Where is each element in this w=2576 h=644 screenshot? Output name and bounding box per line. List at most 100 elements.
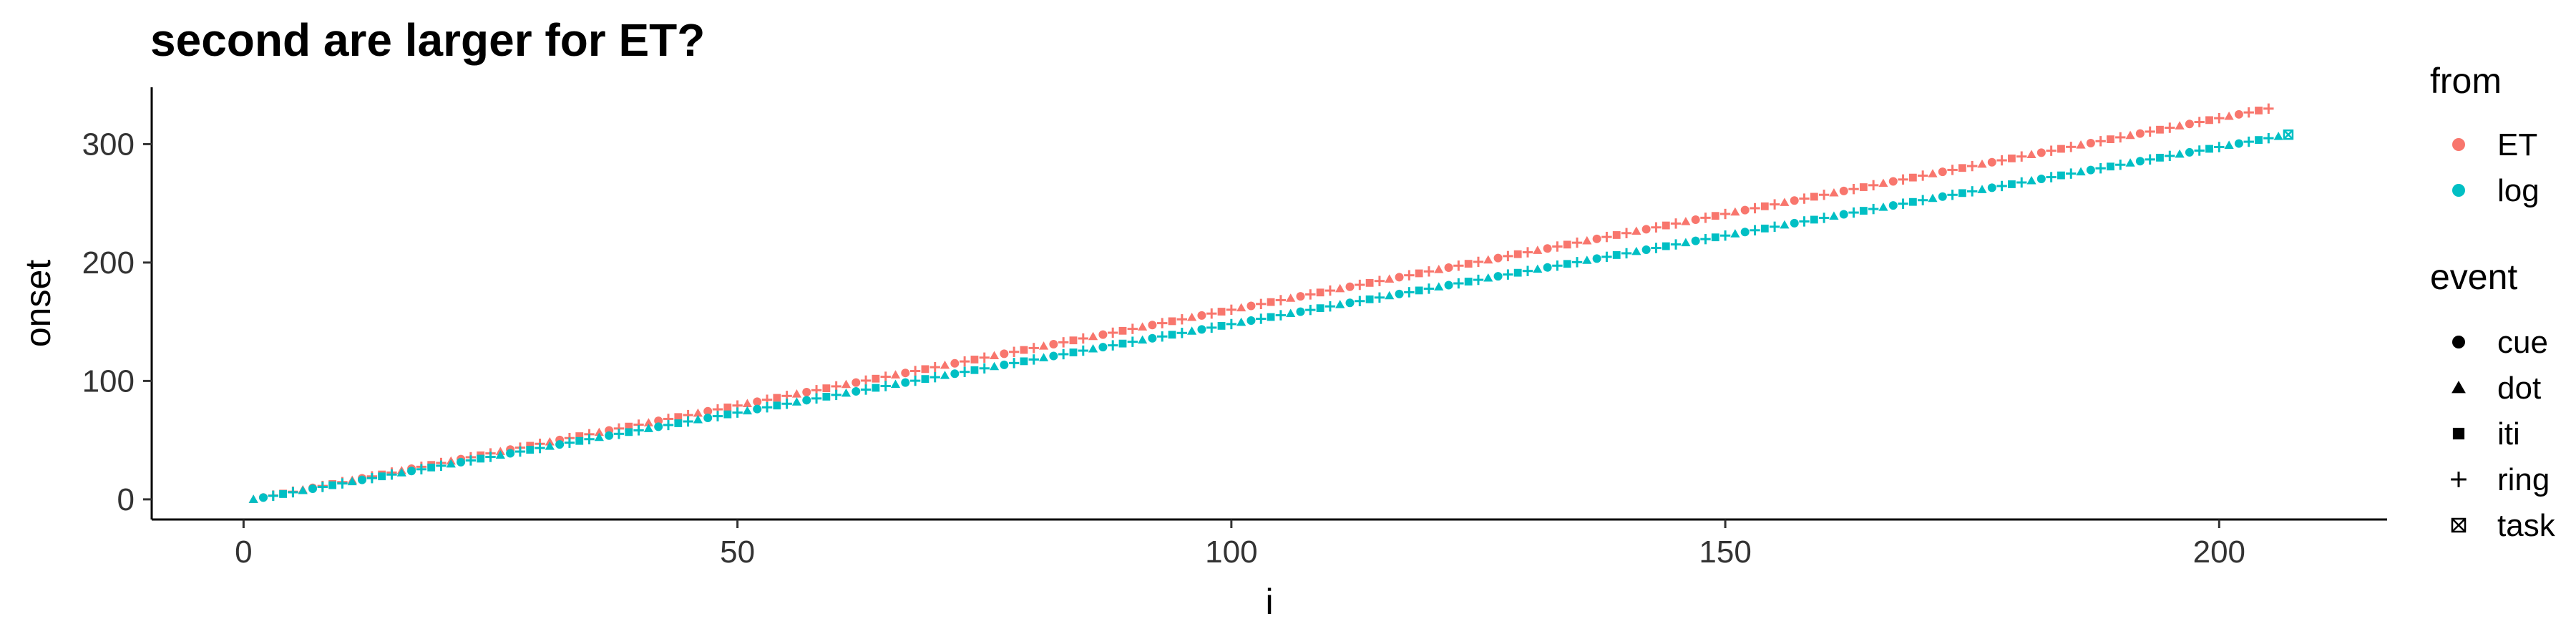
data-point-log (268, 490, 278, 502)
data-point-log (416, 464, 427, 475)
data-point-et (1908, 173, 1917, 182)
data-point-log (1098, 343, 1108, 352)
data-point-log (822, 392, 831, 401)
data-point-et (852, 378, 861, 387)
data-point-et (1967, 160, 1978, 172)
data-point-et (1444, 263, 1453, 272)
data-point-et (1681, 217, 1691, 225)
data-point-log (358, 475, 367, 484)
data-point-et (1246, 301, 1256, 311)
data-point-et (1286, 293, 1296, 302)
data-point-log (1681, 238, 1691, 247)
data-point-et (1345, 282, 1355, 291)
data-point-log (2255, 136, 2263, 145)
data-point-et (1000, 349, 1009, 358)
data-point-log (950, 369, 960, 379)
data-point-log (1206, 322, 1217, 333)
data-point-et (643, 418, 653, 426)
data-point-et (2165, 122, 2175, 133)
legend-color-label: log (2497, 173, 2540, 208)
data-point-log (436, 460, 447, 472)
data-point-et (2076, 140, 2086, 149)
data-point-log (1631, 246, 1641, 255)
data-point-et (2214, 112, 2225, 124)
legend: from ET log event cue dot iti ring task (2430, 61, 2556, 543)
data-point-log (446, 459, 456, 468)
data-point-log (584, 434, 595, 444)
data-point-log (979, 363, 990, 374)
data-point-log (1967, 186, 1978, 197)
data-point-et (1711, 212, 1719, 220)
data-point-log (860, 384, 872, 395)
x-axis-title: i (1265, 582, 1273, 622)
data-point-log (1275, 310, 1287, 321)
data-point-log (811, 393, 822, 404)
data-point-log (643, 424, 653, 432)
data-point-et (1612, 231, 1621, 239)
data-point-log (1790, 218, 1799, 228)
data-point-et (2036, 148, 2046, 157)
data-point-log (545, 441, 555, 450)
chart-title: second are larger for ET? (150, 14, 705, 66)
data-point-log (1818, 213, 1830, 223)
data-point-et (2205, 116, 2213, 125)
y-axis-title: onset (18, 260, 58, 347)
data-point-log (2234, 139, 2243, 148)
data-point-log (1928, 193, 1938, 203)
legend-shape-title: event (2430, 257, 2517, 297)
data-point-et (1780, 197, 1790, 206)
data-point-log (1049, 351, 1058, 361)
data-point-log (1415, 286, 1423, 295)
data-point-et (1305, 289, 1316, 300)
data-point-log (802, 396, 811, 405)
data-point-log (1769, 221, 1780, 233)
data-point-log (872, 384, 880, 392)
data-point-et (2095, 136, 2106, 147)
data-point-log (663, 419, 674, 431)
data-point-log (1977, 185, 1987, 193)
data-point-log (2008, 180, 2016, 188)
data-point-log (605, 431, 614, 440)
data-point-log (901, 378, 910, 387)
data-point-et (1176, 314, 1188, 325)
data-point-log (485, 452, 496, 462)
data-point-log (989, 361, 1000, 371)
data-point-log (723, 410, 732, 419)
legend-color-swatch (2452, 138, 2465, 151)
plot-area: 0 50 100 150 200 0 100 200 300 (82, 87, 2387, 570)
data-point-et (860, 375, 872, 386)
data-point-log (1453, 278, 1464, 289)
data-point-log (1592, 254, 1601, 263)
data-point-et (1878, 178, 1888, 187)
data-points (248, 103, 2294, 503)
data-point-et (1719, 208, 1731, 220)
data-point-et (1848, 184, 1859, 195)
data-point-et (654, 416, 663, 426)
data-point-et (1691, 215, 1700, 225)
data-point-log (1493, 272, 1503, 281)
data-point-log (526, 446, 535, 454)
data-point-log (890, 379, 901, 388)
data-point-log (2036, 175, 2046, 184)
data-point-et (1197, 311, 1206, 320)
data-point-log (2135, 157, 2145, 166)
data-point-log (308, 484, 318, 494)
data-point-et (1385, 274, 1395, 283)
legend-shape-triangle-icon (2451, 381, 2466, 394)
data-point-et (2135, 129, 2145, 138)
data-point-log (1730, 229, 1740, 238)
data-point-et (1760, 202, 1769, 210)
data-point-et (1810, 192, 1818, 201)
data-point-log (1571, 257, 1583, 268)
data-point-et (1365, 278, 1374, 287)
y-tick-label: 300 (82, 127, 135, 162)
data-point-log (2057, 171, 2065, 180)
axis-ticks: 0 50 100 150 200 0 100 200 300 (82, 127, 2245, 570)
data-point-log (2016, 177, 2027, 188)
data-point-log (712, 411, 723, 421)
data-point-log (1038, 353, 1049, 361)
data-point-log (328, 481, 337, 489)
data-point-log (2026, 175, 2036, 185)
data-point-et (1552, 241, 1563, 252)
